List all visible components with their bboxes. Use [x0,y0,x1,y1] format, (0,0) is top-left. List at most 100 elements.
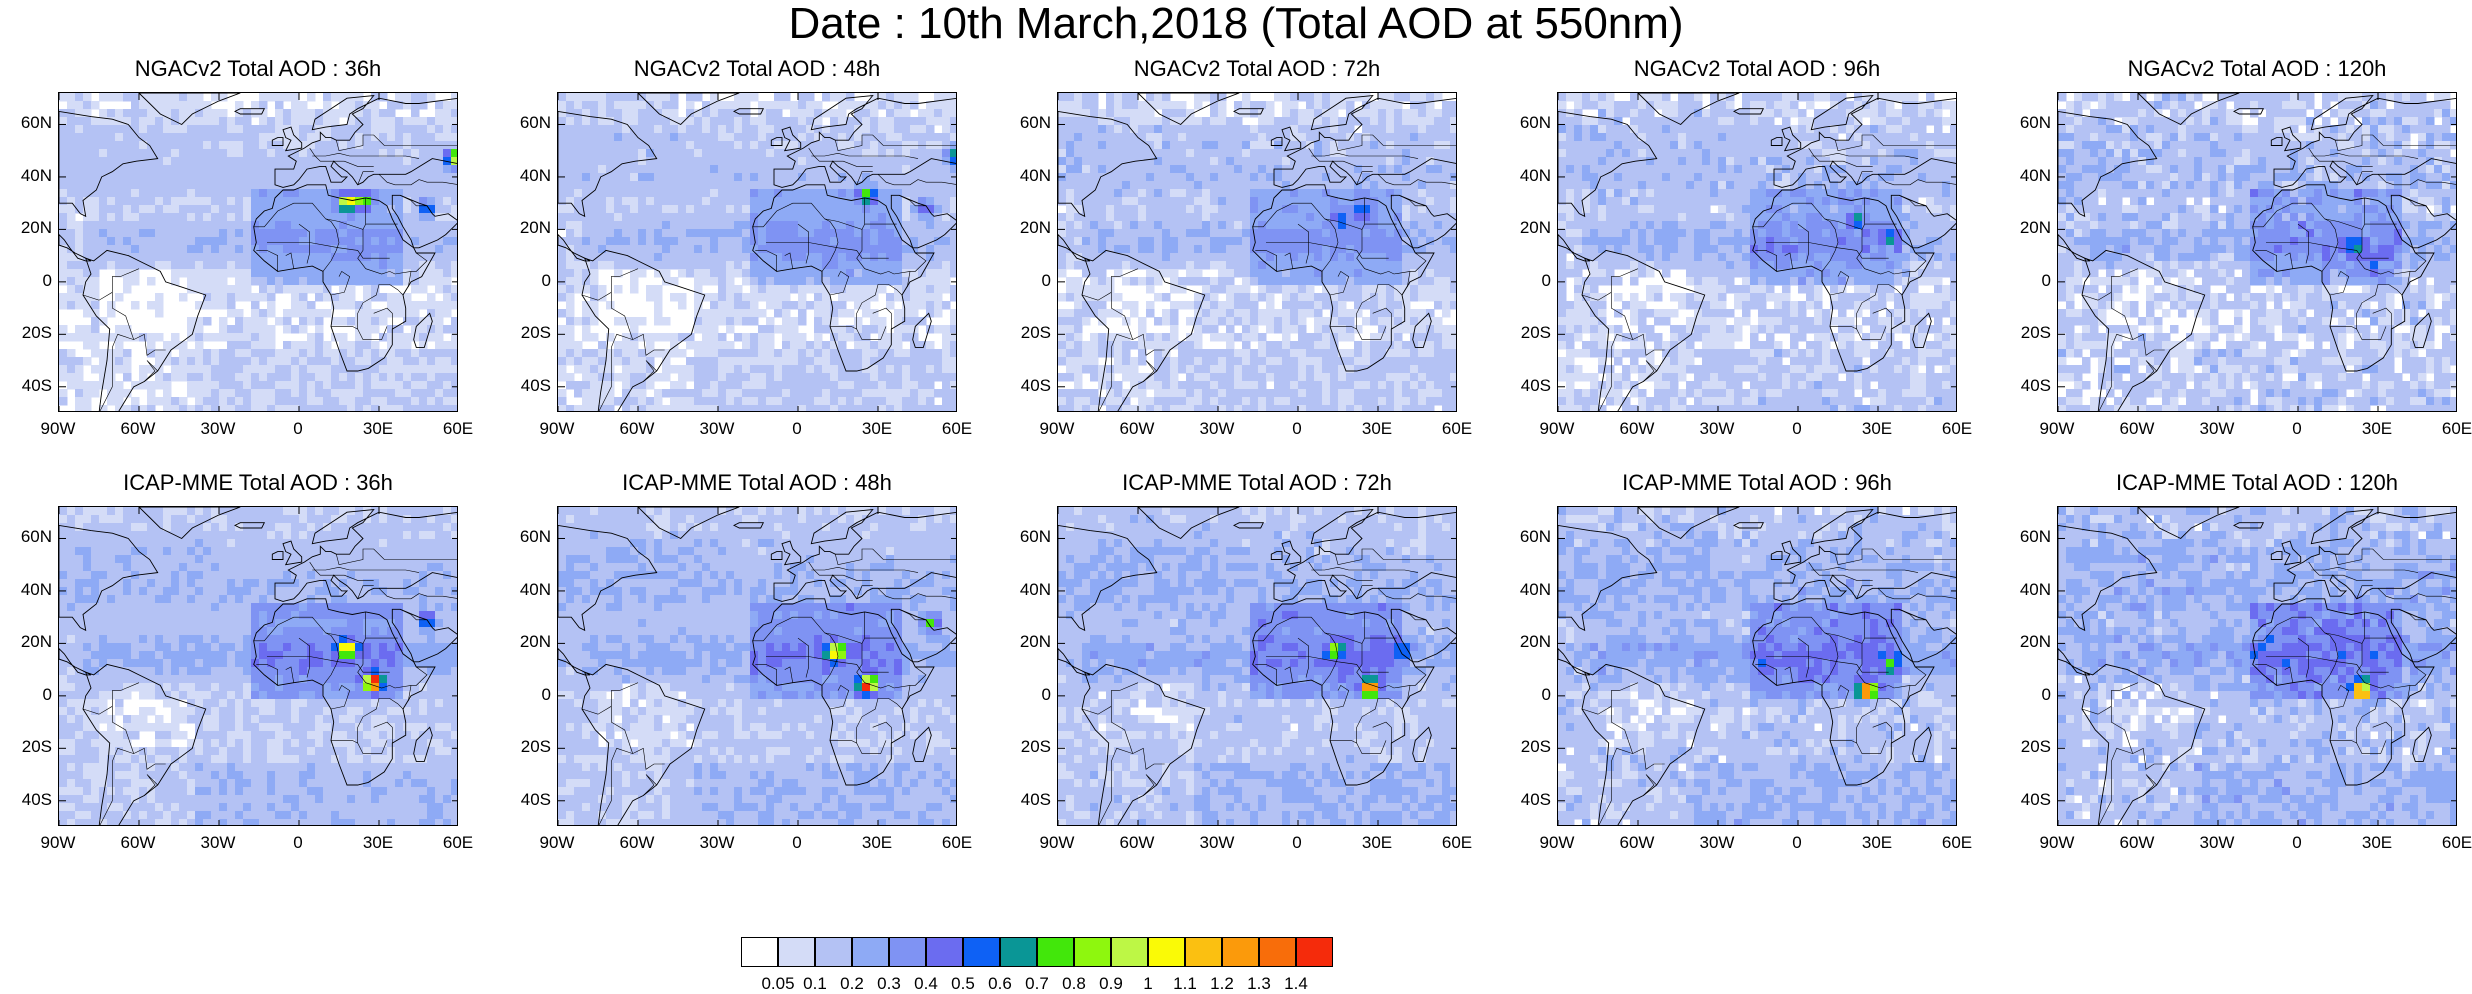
border-8 [357,698,404,744]
lon-tick-label: 30E [362,419,394,438]
coastline-uk [1781,540,1802,566]
coastline-uk [282,540,303,566]
lon-tick-label: 60W [120,419,156,438]
border-0 [1752,616,1865,644]
lon-tick-label: 30E [1361,419,1393,438]
border-17 [400,609,427,621]
border-22 [1407,666,1427,702]
lon-tick-label: 30W [200,833,236,852]
lon-tick-label: 30W [200,419,236,438]
map-panel-icap-mme-96h: ICAP-MME Total AOD : 96h 60N 40N 20N 0 20S 40S… [1520,470,1972,860]
lat-tick-label: 60N [519,527,551,547]
border-19 [1835,134,1956,152]
border-7 [2330,326,2387,340]
border-17 [899,609,926,621]
border-8 [1356,698,1403,744]
border-14 [1110,706,1133,754]
map-panel-ngacv2-72h: NGACv2 Total AOD : 72h 60N 40N 20N 0 20S 40S 90… [1020,56,1472,446]
coastline-europe [1773,509,1956,602]
border-22 [1407,252,1427,288]
coastlines [1558,507,1956,825]
border-13 [1581,268,1639,301]
colorbar-swatch [963,937,1000,967]
lat-tick-label: 20S [1020,323,1051,343]
border-8 [856,284,903,330]
border-13 [581,268,639,301]
border-3 [322,632,340,686]
coastline-madagascar [1912,726,1932,762]
border-5 [864,197,897,225]
coastline-southAmerica [581,249,706,411]
colorbar-label: 0.8 [1062,974,1086,993]
coastline-madagascar [912,312,932,348]
border-14 [1610,706,1633,754]
border-21 [1356,585,1373,599]
border-5 [365,197,398,225]
border-15 [144,774,158,796]
border-2 [2297,637,2309,678]
colorbar-label: 0.2 [840,974,864,993]
lat-tick-label: 0 [1041,684,1051,704]
border-16 [378,174,457,186]
border-18 [1311,152,1419,159]
lat-tick-label: 40N [2019,165,2051,185]
lon-tick-label: 90W [539,419,575,438]
lon-tick-label: 60E [442,419,474,438]
lon-tick-label: 60E [1941,419,1973,438]
border-13 [1081,268,1139,301]
coastline-uk [781,540,802,566]
border-14 [1610,292,1633,340]
colorbar-swatch [1259,937,1296,967]
coastline-ireland [2270,551,2283,560]
coastline-arabia [890,194,956,249]
border-18 [2311,566,2419,573]
lat-tick-label: 40S [1520,789,1551,809]
coastline-arabia [391,194,457,249]
border-20 [808,561,873,581]
border-21 [357,585,374,599]
border-8 [1356,284,1403,330]
lat-tick-label: 20N [1019,218,1051,238]
border-11 [285,252,294,269]
border-10 [1255,664,1277,686]
border-9 [872,721,892,744]
colorbar-label: 1.4 [1284,974,1308,993]
lon-tick-label: 60E [941,833,973,852]
lat-tick-label: 60N [20,113,52,133]
panel-title: NGACv2 Total AOD : 72h [1133,56,1381,81]
lat-tick-label: 60N [1519,113,1551,133]
coastline-uk [1281,540,1302,566]
coastline-madagascar [1412,726,1432,762]
aod-map [2057,506,2457,826]
lat-tick-label: 40S [21,375,52,395]
border-10 [256,664,278,686]
colorbar-swatch [1111,937,1148,967]
lat-tick-label: 40N [1019,579,1051,599]
border-7 [331,326,388,340]
lon-tick-label: 90W [2039,833,2075,852]
border-3 [322,218,340,272]
lat-tick-label: 40S [2020,375,2051,395]
border-3 [1821,218,1839,272]
lat-tick-label: 40N [1519,165,1551,185]
lon-tick-label: 30W [699,419,735,438]
border-7 [2330,740,2387,754]
border-19 [2335,548,2456,566]
border-9 [373,307,393,330]
coastline-africa [1752,598,1935,786]
lon-tick-label: 60W [2119,419,2155,438]
coastline-greenland [1637,507,1740,540]
coastline-greenland [637,507,740,540]
border-12 [598,333,665,411]
figure-title: Date : 10th March,2018 (Total AOD at 550… [788,0,1684,48]
border-21 [1856,171,1873,185]
border-11 [2284,666,2293,683]
border-7 [830,740,887,754]
map-panel-ngacv2-36h: NGACv2 Total AOD : 36h 60N 40N 20N 0 20S 40S 90… [21,56,473,446]
panel-title: NGACv2 Total AOD : 120h [2127,56,2387,81]
border-19 [835,134,956,152]
border-20 [309,561,374,581]
lat-tick-label: 40S [1020,789,1051,809]
border-13 [2081,682,2139,715]
border-9 [1872,307,1892,330]
